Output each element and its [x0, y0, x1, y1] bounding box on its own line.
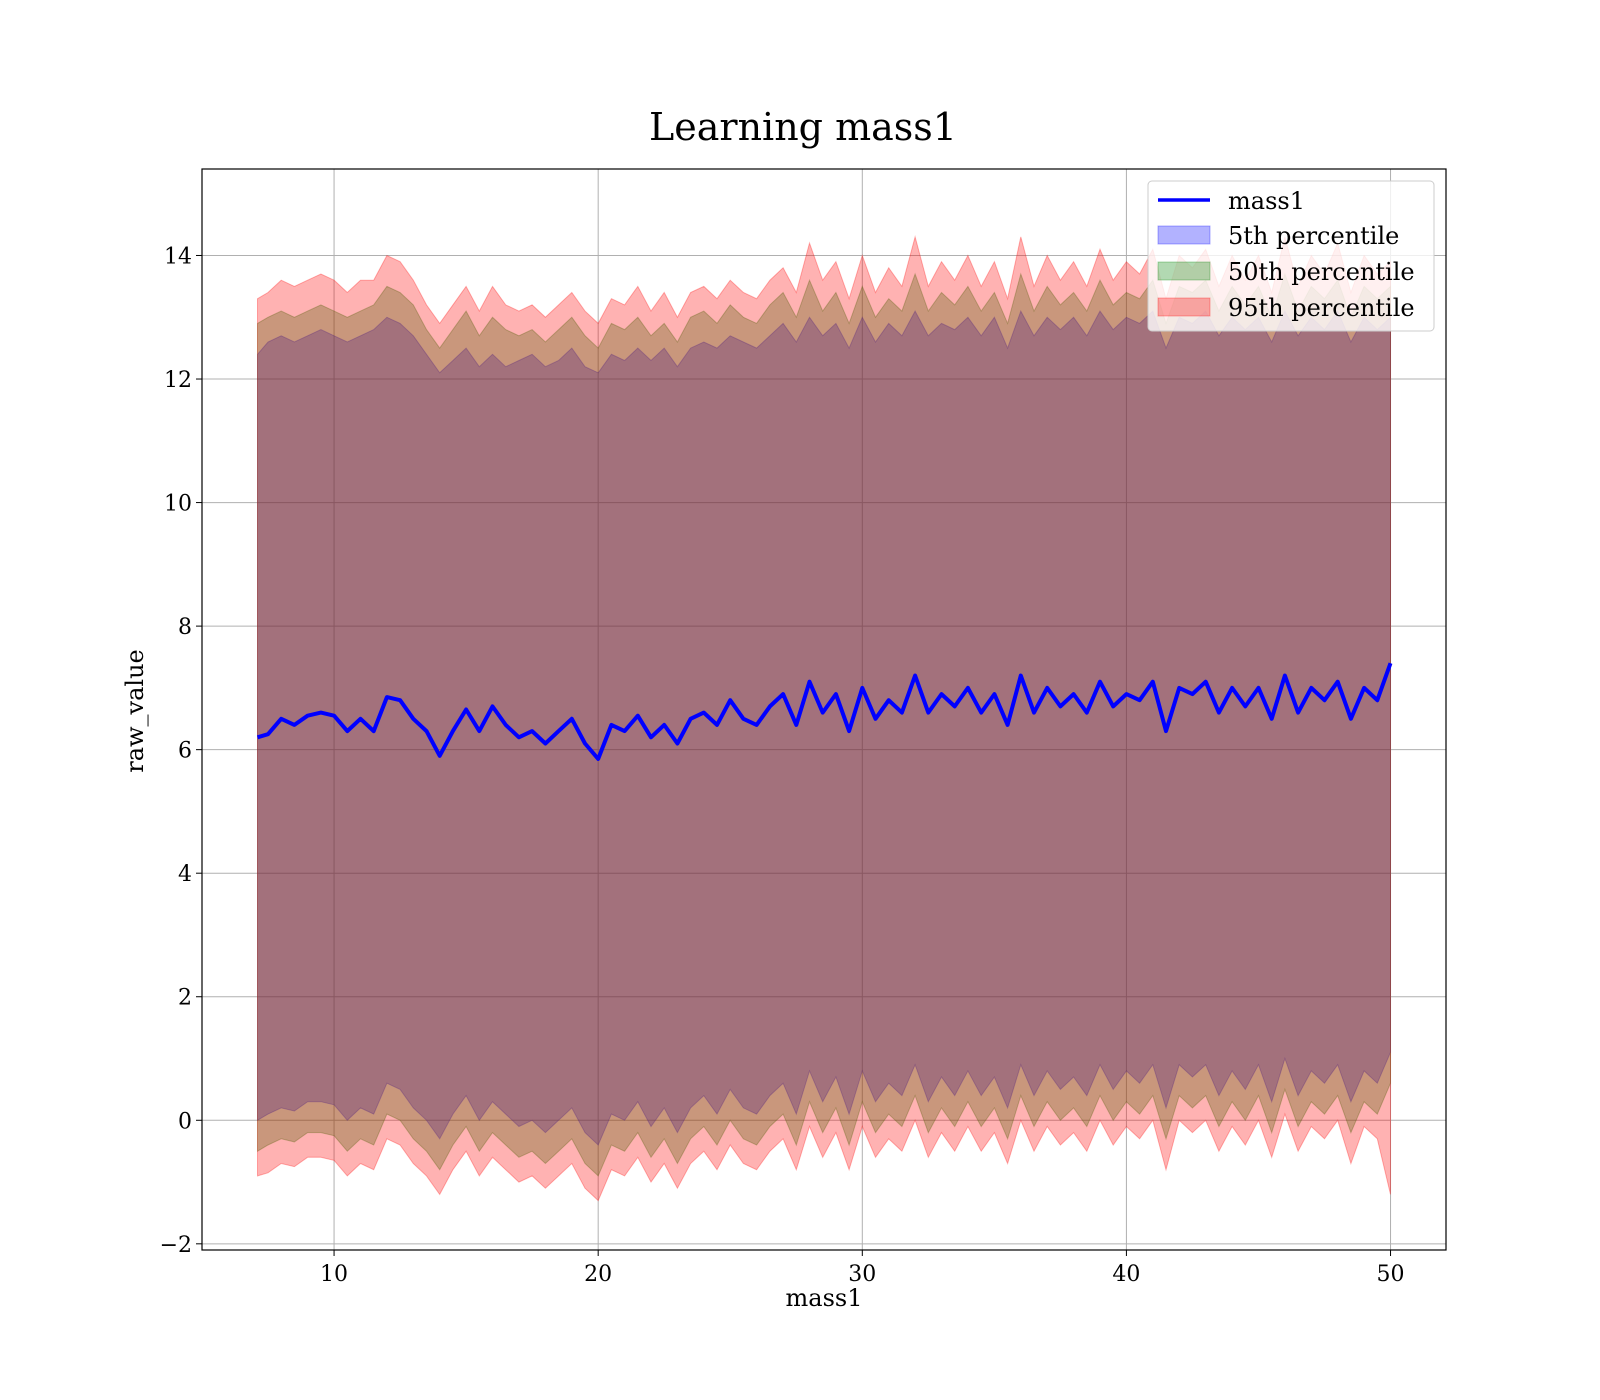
x-tick-label: 50 — [1377, 1262, 1405, 1287]
y-tick-label: 8 — [178, 615, 192, 640]
y-tick-label: 14 — [164, 244, 192, 269]
x-tick-label: 10 — [320, 1262, 348, 1287]
y-tick-label: 0 — [178, 1109, 192, 1134]
legend-swatch-95th-percentile — [1157, 297, 1211, 317]
legend-swatch-5th-percentile — [1157, 225, 1211, 245]
y-tick-label: 12 — [164, 368, 192, 393]
x-tick-label: 20 — [584, 1262, 612, 1287]
y-tick-label: 4 — [178, 862, 192, 887]
plot-frame — [201, 168, 1447, 1251]
y-tick-label: 10 — [164, 492, 192, 517]
x-tick-label: 30 — [848, 1262, 876, 1287]
line-series-layer — [256, 662, 1393, 761]
y-tick-label: −2 — [160, 1233, 192, 1258]
legend-label-5th-percentile: 5th percentile — [1228, 222, 1399, 250]
y-axis-ticks: −2 0 2 4 6 8 10 12 14 — [160, 244, 202, 1258]
y-tick-label: 2 — [178, 986, 192, 1011]
x-axis-ticks: 10 20 30 40 50 — [320, 1250, 1405, 1287]
band-95th-percentile — [257, 234, 1391, 1202]
legend: mass1 5th percentile 50th percentile 95t… — [1147, 180, 1435, 332]
legend-label-95th-percentile: 95th percentile — [1228, 294, 1415, 322]
y-axis-label: raw_value — [121, 649, 149, 773]
band-5th-percentile — [257, 309, 1391, 1146]
x-axis-label: mass1 — [786, 1284, 863, 1312]
legend-label-50th-percentile: 50th percentile — [1228, 258, 1415, 286]
band-50th-percentile — [257, 272, 1391, 1177]
legend-box — [1147, 180, 1435, 332]
line-series-mass1 — [256, 662, 1393, 761]
y-tick-label: 6 — [178, 739, 192, 764]
percentile-bands — [257, 234, 1391, 1202]
grid — [202, 169, 1446, 1250]
chart-title: Learning mass1 — [649, 105, 957, 149]
legend-swatch-50th-percentile — [1157, 261, 1211, 281]
legend-label-mass1: mass1 — [1228, 187, 1305, 215]
x-tick-label: 40 — [1112, 1262, 1140, 1287]
